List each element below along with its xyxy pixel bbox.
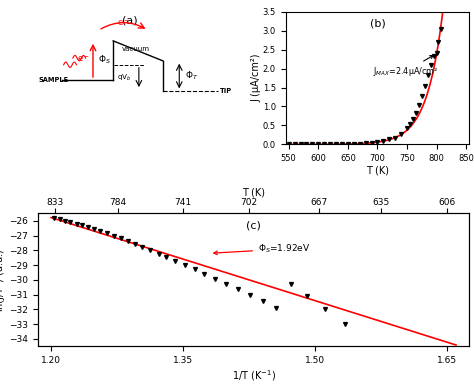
X-axis label: T (K): T (K) bbox=[366, 166, 389, 176]
Y-axis label: ln(J/T$^{2}$) (a.u.): ln(J/T$^{2}$) (a.u.) bbox=[0, 248, 8, 312]
Text: e$^-$: e$^-$ bbox=[76, 55, 89, 64]
Text: Φ$_S$=1.92eV: Φ$_S$=1.92eV bbox=[214, 243, 310, 255]
Text: e$^-$: e$^-$ bbox=[117, 19, 129, 28]
Text: $\Phi_S$: $\Phi_S$ bbox=[98, 53, 110, 66]
Text: (a): (a) bbox=[122, 16, 137, 26]
X-axis label: T (K): T (K) bbox=[242, 187, 265, 198]
Text: $\Phi_T$: $\Phi_T$ bbox=[185, 70, 198, 82]
Text: (b): (b) bbox=[370, 18, 385, 28]
X-axis label: 1/T (K$^{-1}$): 1/T (K$^{-1}$) bbox=[231, 368, 276, 382]
Text: J$_{MAX}$=2.4μA/cm²: J$_{MAX}$=2.4μA/cm² bbox=[373, 55, 438, 78]
Text: qV$_b$: qV$_b$ bbox=[117, 73, 131, 83]
Text: (c): (c) bbox=[246, 220, 261, 230]
Text: TIP: TIP bbox=[219, 88, 232, 94]
Y-axis label: J (μA/cm²): J (μA/cm²) bbox=[251, 54, 261, 102]
Text: vacuum: vacuum bbox=[122, 46, 150, 52]
Text: SAMPLE: SAMPLE bbox=[39, 77, 69, 83]
